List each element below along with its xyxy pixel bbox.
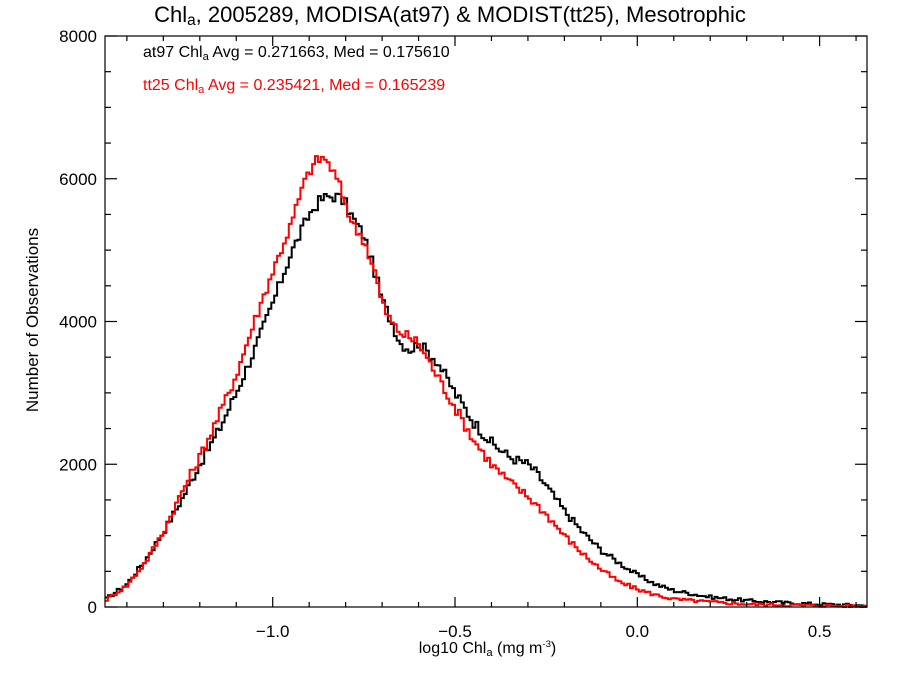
x-tick-label: 0.0 <box>625 622 649 641</box>
y-tick-label: 2000 <box>59 455 97 474</box>
y-tick-label: 6000 <box>59 170 97 189</box>
x-tick-label: −1.0 <box>256 622 290 641</box>
x-tick-label: −0.5 <box>438 622 472 641</box>
y-tick-label: 4000 <box>59 313 97 332</box>
chart-title: Chla, 2005289, MODISA(at97) & MODIST(tt2… <box>154 2 746 29</box>
tt25-stats-annotation: tt25 Chla Avg = 0.235421, Med = 0.165239 <box>143 77 446 96</box>
y-axis-label: Number of Observations <box>23 227 42 413</box>
at97-stats-annotation: at97 Chla Avg = 0.271663, Med = 0.175610 <box>143 44 450 63</box>
series-line-tt25 <box>105 155 868 608</box>
x-tick-label: 0.5 <box>808 622 832 641</box>
series-line-at97 <box>105 192 868 608</box>
x-axis-label: log10 Chla (mg m-3) <box>418 639 557 659</box>
y-tick-label: 8000 <box>59 27 97 46</box>
y-tick-label: 0 <box>88 598 97 617</box>
plot-frame <box>104 35 868 608</box>
